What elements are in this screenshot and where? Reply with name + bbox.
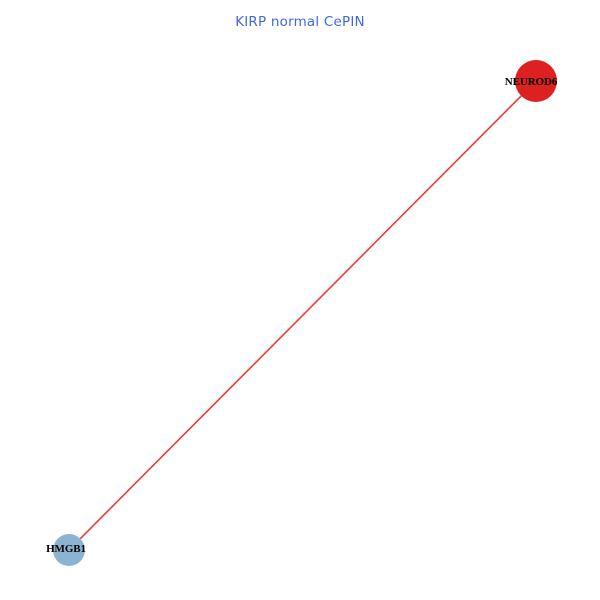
edges-group <box>79 95 522 540</box>
network-edge[interactable] <box>79 95 522 540</box>
nodes-group <box>53 60 557 566</box>
node-label-neurod6: NEUROD6 <box>504 76 558 88</box>
node-label-hmgb1: HMGB1 <box>46 543 86 555</box>
network-node-hmgb1[interactable] <box>53 534 85 566</box>
page-title: KIRP normal CePIN <box>235 14 365 30</box>
network-node-neurod6[interactable] <box>515 60 557 102</box>
